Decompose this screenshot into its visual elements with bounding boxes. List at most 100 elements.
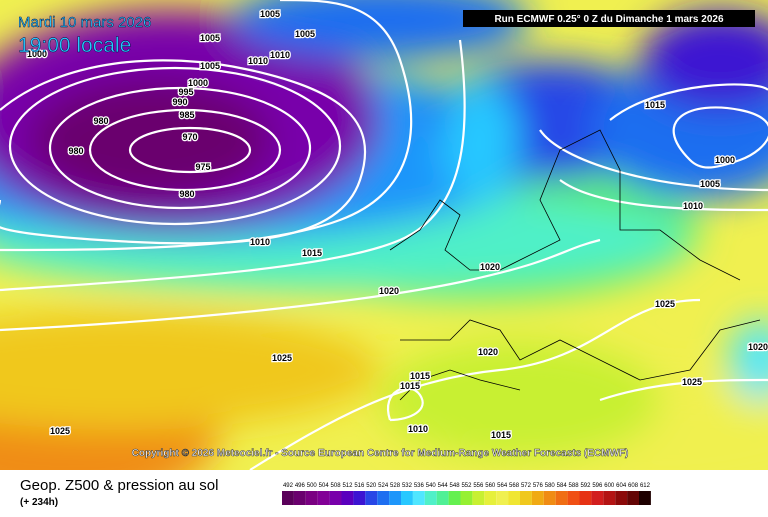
isobar-label: 1020 (379, 286, 399, 296)
scale-swatch (436, 491, 449, 505)
scale-label: 584 (557, 483, 568, 489)
scale-swatch (412, 491, 425, 505)
isobar-label: 995 (178, 87, 193, 97)
isobar-label: 1025 (272, 353, 292, 363)
isobar-label: 1005 (700, 179, 720, 189)
scale-label: 612 (640, 483, 651, 489)
scale-swatch (567, 491, 580, 505)
scale-swatch (460, 491, 473, 505)
scale-swatch (377, 491, 390, 505)
scale-label: 532 (402, 483, 413, 489)
isobar-label: 1010 (683, 201, 703, 211)
isobar-label: 1005 (200, 61, 220, 71)
scale-label: 528 (390, 483, 401, 489)
scale-swatch (484, 491, 497, 505)
scale-swatch (305, 491, 318, 505)
isobar-label: 985 (179, 110, 194, 120)
copyright: Copyright © 2026 Meteociel.fr - Source E… (132, 448, 629, 459)
isobar-label: 1000 (27, 49, 47, 59)
scale-label: 568 (509, 483, 520, 489)
scale-swatch (639, 491, 651, 505)
scale-label: 540 (426, 483, 437, 489)
scale-label: 500 (307, 483, 318, 489)
scale-swatch (341, 491, 354, 505)
isobar-label: 1025 (50, 426, 70, 436)
isobar-label: 1020 (748, 342, 768, 352)
date: Mardi 10 mars 2026 (18, 14, 151, 31)
scale-swatch (317, 491, 330, 505)
scale-swatch (389, 491, 401, 505)
isobar-label: 990 (172, 97, 187, 107)
footer-lead: (+ 234h) (20, 497, 58, 508)
isobar-label: 980 (93, 116, 108, 126)
isobar-label: 1015 (645, 100, 665, 110)
scale-label: 564 (497, 483, 508, 489)
scale-label: 520 (366, 483, 377, 489)
scale-label: 548 (450, 483, 461, 489)
scale-label: 596 (592, 483, 603, 489)
scale-swatch (353, 491, 366, 505)
isobar-label: 1000 (188, 78, 208, 88)
scale-label: 504 (319, 483, 330, 489)
scale-swatch (579, 491, 592, 505)
isobar-label: 1010 (270, 50, 290, 60)
scale-label: 516 (354, 483, 365, 489)
isobar-label: 1020 (480, 262, 500, 272)
scale-label: 588 (569, 483, 580, 489)
isobar-label: 1015 (302, 248, 322, 258)
scale-label: 536 (414, 483, 425, 489)
local-time: 19:00 locale (18, 34, 131, 57)
scale-swatch (603, 491, 616, 505)
scale-label: 560 (485, 483, 496, 489)
isobar-label: 975 (195, 162, 210, 172)
scale-swatch (555, 491, 568, 505)
scale-label: 556 (473, 483, 484, 489)
scale-swatch (520, 491, 532, 505)
isobar-label: 1000 (715, 155, 735, 165)
scale-swatch (627, 491, 639, 505)
scale-swatch (293, 491, 306, 505)
scale-swatch (615, 491, 628, 505)
scale-label: 592 (580, 483, 591, 489)
scale-swatch (591, 491, 604, 505)
scale-label: 572 (521, 483, 532, 489)
scale-label: 576 (533, 483, 544, 489)
scale-swatch (282, 491, 294, 505)
isobar-label: 1005 (200, 33, 220, 43)
scale-swatch (531, 491, 544, 505)
isobar-label: 1005 (295, 29, 315, 39)
isobar-label: 1015 (410, 371, 430, 381)
isobar-label: 1020 (478, 347, 498, 357)
isobar-label: 1015 (400, 381, 420, 391)
isobar-label: 980 (68, 146, 83, 156)
scale-label: 604 (616, 483, 627, 489)
isobar-label: 1010 (408, 424, 428, 434)
scale-label: 608 (628, 483, 639, 489)
footer-title: Geop. Z500 & pression au sol (20, 477, 218, 494)
scale-swatch (543, 491, 556, 505)
isobar-label: 1025 (655, 299, 675, 309)
scale-swatch (472, 491, 485, 505)
scale-swatch (365, 491, 378, 505)
run-box (463, 10, 755, 27)
scale-swatch (448, 491, 461, 505)
scale-label: 492 (283, 483, 294, 489)
color-scale: 492 496 500 504 508 512 516 520 524 528 532 536 540 5… (282, 483, 651, 505)
isobar-label: 970 (182, 132, 197, 142)
scale-label: 600 (604, 483, 615, 489)
scale-swatch (496, 491, 509, 505)
isobar-label: 1010 (248, 56, 268, 66)
run-info: Run ECMWF 0.25° 0 Z du Dimanche 1 mars 2… (494, 14, 724, 25)
scale-label: 524 (378, 483, 389, 489)
isobar-label: 1015 (491, 430, 511, 440)
scale-swatch (508, 491, 520, 505)
isobar-label: 1025 (682, 377, 702, 387)
isobar-label: 1005 (260, 9, 280, 19)
scale-label: 544 (438, 483, 449, 489)
scale-label: 512 (342, 483, 353, 489)
scale-swatch (401, 491, 413, 505)
isobar-label: 1010 (250, 237, 270, 247)
